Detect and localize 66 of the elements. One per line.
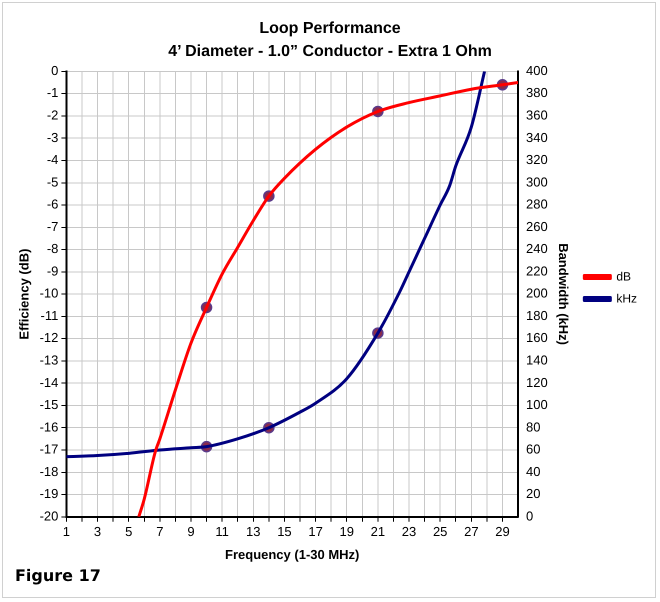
x-tick-label: 15	[277, 524, 292, 540]
y2-tick-label: 320	[526, 152, 548, 168]
y-tick-label: -7	[46, 218, 58, 234]
x-tick-label: 3	[94, 524, 102, 540]
x-tick-label: 11	[215, 524, 229, 540]
y2-tick-label: 100	[526, 397, 548, 412]
caption: Figure 17	[15, 566, 101, 586]
y2-tick-label: 380	[526, 85, 548, 100]
y-tick-label: 0	[51, 62, 58, 78]
y-axis-title: Efficiency (dB)	[16, 248, 32, 340]
y-tick-label: -3	[46, 130, 58, 145]
y-tick-label: -13	[40, 352, 58, 368]
x-tick-label: 13	[246, 524, 261, 540]
y-tick-label: -19	[40, 486, 58, 502]
y-tick-label: -12	[40, 330, 58, 346]
y2-tick-label: 220	[526, 263, 548, 278]
y2-tick-label: 0	[526, 508, 534, 524]
y-tick-label: -14	[40, 374, 58, 390]
y2-tick-label: 40	[526, 464, 541, 479]
x-axis-title: Frequency (1-30 MHz)	[225, 546, 360, 562]
x-tick-label: 25	[432, 524, 448, 540]
x-tick-label: 23	[402, 524, 416, 540]
y-tick-label: -9	[46, 263, 58, 278]
y-tick-label: -17	[40, 442, 58, 457]
y-tick-label: -20	[40, 508, 58, 524]
y-tick-label: -11	[40, 308, 58, 323]
y2-tick-label: 20	[526, 486, 541, 502]
x-tick-label: 19	[339, 524, 354, 540]
y-tick-label: -5	[46, 174, 58, 190]
y-tick-label: -10	[40, 286, 58, 301]
y2-tick-label: 260	[526, 218, 548, 234]
y2-tick-label: 80	[526, 419, 541, 434]
x-tick-label: 5	[125, 524, 132, 540]
x-tick-label: 17	[308, 524, 323, 540]
y2-tick-label: 300	[526, 174, 548, 190]
y2-tick-label: 140	[526, 352, 548, 368]
y2-tick-label: 340	[526, 130, 548, 145]
x-tick-label: 7	[156, 524, 164, 540]
y2-tick-label: 240	[526, 241, 548, 256]
y2-tick-label: 60	[526, 442, 541, 457]
y2-tick-label: 180	[526, 308, 548, 323]
chart-title: Loop Performance	[259, 20, 401, 38]
y2-tick-label: 360	[526, 108, 548, 123]
y-tick-label: -1	[46, 85, 58, 100]
y2-tick-label: 400	[526, 62, 548, 78]
y2-tick-label: 120	[526, 374, 548, 390]
line-series	[66, 71, 486, 458]
y-tick-label: -18	[40, 464, 58, 479]
x-tick-label: 27	[464, 524, 479, 540]
y2-tick-label: 160	[526, 330, 548, 346]
legend-label: kHz	[616, 291, 638, 306]
y2-tick-label: 200	[526, 286, 548, 301]
y-tick-label: -15	[40, 397, 58, 412]
y2-axis-title: Bandwidth (kHz)	[556, 243, 571, 346]
legend-label: dB	[616, 269, 632, 284]
y-tick-label: -8	[46, 241, 58, 256]
x-tick-label: 9	[187, 524, 195, 540]
x-tick-label: 29	[495, 524, 510, 540]
x-tick-label: 21	[370, 524, 386, 540]
x-tick-label: 1	[62, 524, 70, 540]
chart-subtitle: 4’ Diameter - 1.0” Conductor - Extra 1 Ohm	[168, 43, 492, 60]
y-tick-label: -4	[46, 152, 58, 168]
y-tick-label: -2	[46, 108, 58, 123]
y-tick-label: -6	[46, 196, 58, 212]
y-tick-label: -16	[40, 419, 58, 434]
y2-tick-label: 280	[526, 196, 548, 212]
